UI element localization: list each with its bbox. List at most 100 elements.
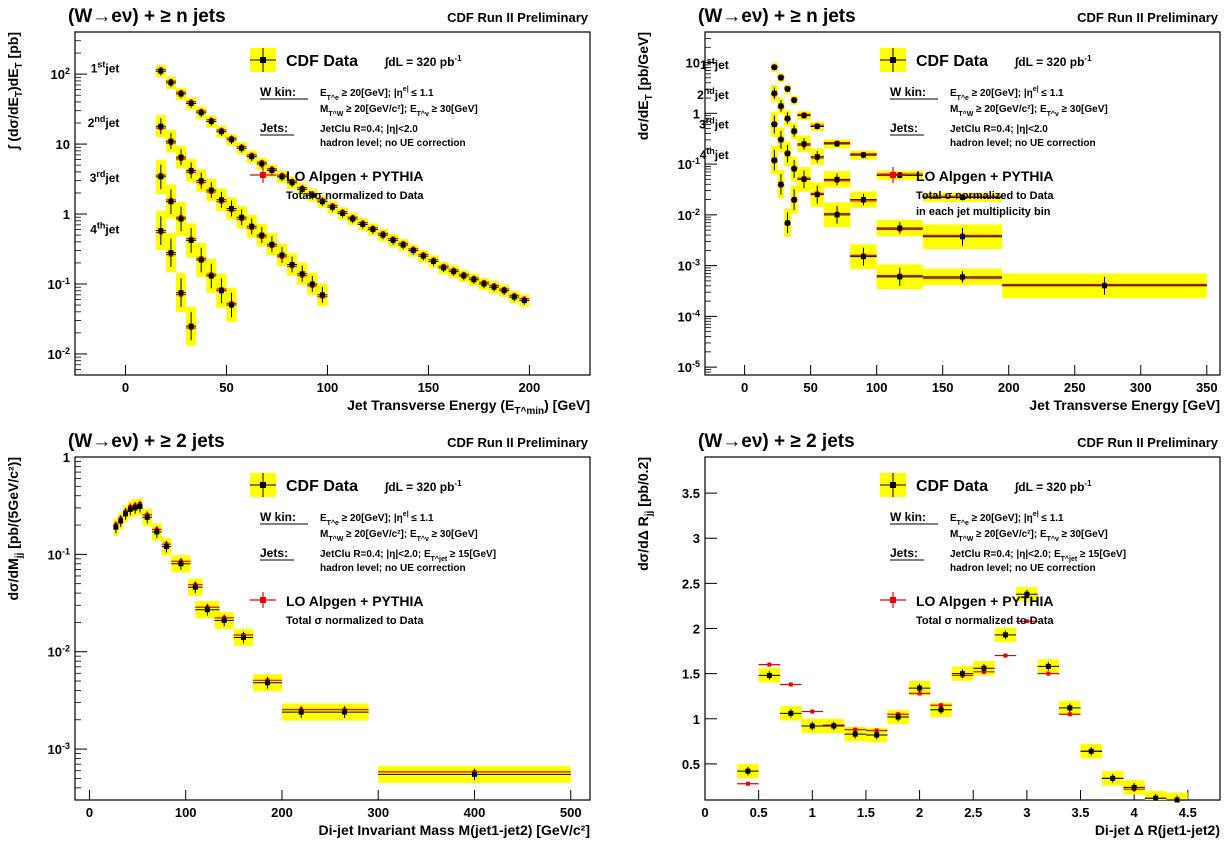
mc-point xyxy=(917,691,922,696)
data-point xyxy=(178,91,184,97)
data-point xyxy=(168,199,174,205)
data-point xyxy=(860,254,866,260)
data-point xyxy=(240,634,246,640)
data-point xyxy=(118,518,124,524)
x-tick-label: 4.5 xyxy=(1179,805,1197,820)
data-point xyxy=(785,86,791,92)
chart-panel-et-differential: (W→eν) + ≥ n jets CDF Run II Preliminary 0… xyxy=(630,0,1230,420)
legend-jets-2: hadron level; no UE correction xyxy=(320,138,466,149)
chart-title: (W→eν) + ≥ 2 jets xyxy=(68,431,225,452)
legend-data-marker xyxy=(260,57,266,63)
y-tick-label: 10-1 xyxy=(48,546,70,562)
chart-svg-dijet-mass: (W→eν) + ≥ 2 jets CDF Run II Preliminary 0… xyxy=(5,431,591,838)
data-point xyxy=(298,709,304,715)
legend-data-label: CDF Data xyxy=(286,53,358,70)
legend-wkin-2: MT^W ≥ 20[GeV/c²]; ET^ν ≥ 30[GeV] xyxy=(320,104,478,118)
data-point xyxy=(471,771,477,777)
data-point xyxy=(192,584,198,590)
data-point xyxy=(785,151,791,157)
legend-jets-1: JetClu R=0.4; |η|<2.0 xyxy=(320,124,418,135)
data-point xyxy=(154,529,160,535)
mc-point xyxy=(1024,619,1029,624)
data-point xyxy=(198,257,204,263)
data-point xyxy=(178,290,184,296)
y-tick-label: 10-1 xyxy=(678,156,700,172)
chart-panel-et-integrated: (W→eν) + ≥ n jets CDF Run II Preliminary 0… xyxy=(0,0,600,420)
legend-data-label: CDF Data xyxy=(916,53,988,70)
data-point xyxy=(218,288,224,294)
data-point xyxy=(198,110,204,116)
legend-data-marker xyxy=(890,482,896,488)
data-point xyxy=(501,288,507,294)
data-point xyxy=(834,212,840,218)
jet-annotation: 3rdjet xyxy=(699,116,729,132)
x-tick-label: 200 xyxy=(998,380,1020,395)
x-axis-label: Jet Transverse Energy (ET^min) [GeV] xyxy=(347,397,590,417)
data-point xyxy=(785,115,791,121)
data-point xyxy=(791,197,797,203)
data-point xyxy=(420,253,426,259)
data-point xyxy=(319,292,325,298)
data-point xyxy=(897,274,903,280)
chart-title: (W→eν) + ≥ 2 jets xyxy=(698,431,855,452)
legend-mc-marker xyxy=(890,172,896,178)
y-axis-label: dσ/dΔ Rjj [pb/0.2] xyxy=(635,457,655,571)
legend-wkin-title: W kin: xyxy=(260,510,296,524)
data-point xyxy=(1024,591,1030,597)
y-tick-label: 2.5 xyxy=(682,576,700,591)
legend-lumi: ∫dL = 320 pb-1 xyxy=(384,54,462,69)
mc-point xyxy=(1067,712,1072,717)
data-point xyxy=(289,261,295,267)
data-point xyxy=(771,64,777,70)
legend-lumi: ∫dL = 320 pb-1 xyxy=(1014,479,1092,494)
mc-point xyxy=(788,682,793,687)
data-point xyxy=(299,271,305,277)
y-tick-label: 102 xyxy=(51,66,70,82)
y-tick-label: 3 xyxy=(693,531,700,546)
x-tick-label: 0 xyxy=(741,380,748,395)
legend-wkin-2: MT^W ≥ 20[GeV/c²]; ET^ν ≥ 30[GeV] xyxy=(320,529,478,543)
chart-panel-dijet-dr: (W→eν) + ≥ 2 jets CDF Run II Preliminary 0… xyxy=(630,425,1230,845)
legend-wkin-title: W kin: xyxy=(260,85,296,99)
mc-point xyxy=(939,703,944,708)
y-tick-label: 10 xyxy=(686,56,700,71)
x-tick-label: 100 xyxy=(317,380,339,395)
y-tick-label: 1 xyxy=(63,207,70,222)
x-tick-label: 0 xyxy=(701,805,708,820)
data-point xyxy=(778,75,784,81)
data-point xyxy=(895,714,901,720)
y-tick-label: 10 xyxy=(56,137,70,152)
legend-mc-marker xyxy=(890,597,896,603)
data-point xyxy=(132,505,138,511)
legend-mc-note2: in each jet multiplicity bin xyxy=(916,206,1051,218)
data-point xyxy=(801,141,807,147)
data-point xyxy=(113,524,119,530)
y-tick-label: 1.5 xyxy=(682,667,700,682)
legend-data-label: CDF Data xyxy=(916,478,988,495)
y-tick-label: 10-3 xyxy=(48,741,70,757)
data-point xyxy=(208,273,214,279)
jet-annotation: 4thjet xyxy=(700,146,729,162)
data-point xyxy=(834,141,840,147)
data-point xyxy=(178,216,184,222)
legend-wkin-title: W kin: xyxy=(890,85,926,99)
data-point xyxy=(1131,784,1137,790)
data-point xyxy=(511,294,517,300)
data-point xyxy=(360,221,366,227)
jet-annotation: 1stjet xyxy=(700,56,729,72)
chart-title: (W→eν) + ≥ n jets xyxy=(68,6,226,27)
x-tick-label: 0 xyxy=(122,380,129,395)
data-point xyxy=(960,234,965,240)
mc-point xyxy=(874,728,879,733)
legend-wkin-1: ET^e ≥ 20[GeV]; |ηe| ≤ 1.1 xyxy=(950,511,1064,527)
data-point xyxy=(809,723,815,729)
legend-jets-title: Jets: xyxy=(890,121,918,135)
data-point xyxy=(221,617,227,623)
data-point xyxy=(860,197,866,203)
data-point xyxy=(259,232,265,238)
x-tick-label: 4 xyxy=(1131,805,1139,820)
y-tick-label: 1 xyxy=(693,106,700,121)
data-point xyxy=(831,723,837,729)
data-point xyxy=(390,237,396,243)
data-point xyxy=(410,248,416,254)
